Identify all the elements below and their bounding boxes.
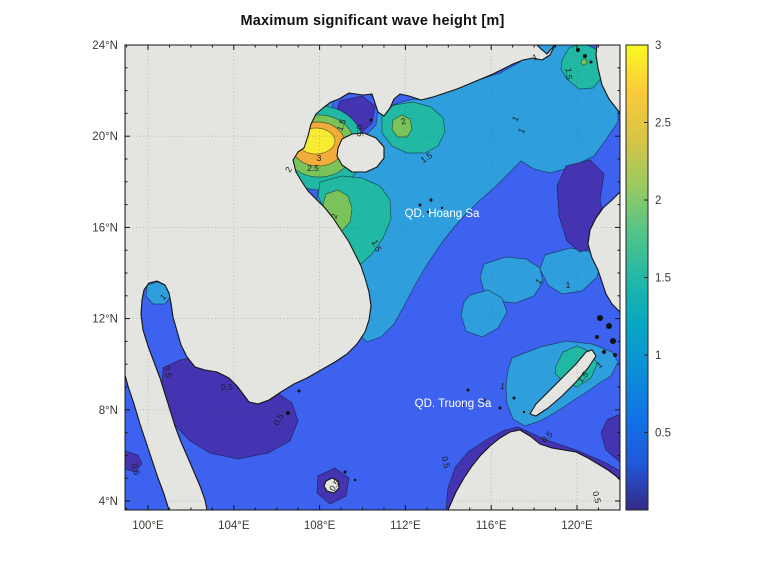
land-polygon (323, 477, 340, 494)
island-dot (595, 335, 599, 339)
tick-label-x: 120°E (561, 520, 593, 532)
tick-label-x: 104°E (218, 520, 250, 532)
island-dot (597, 315, 603, 321)
tick-label-y: 12°N (92, 314, 118, 326)
contour-band-b15 (479, 256, 544, 304)
colorbar-tick-label: 3 (655, 40, 661, 52)
contour-band-b25 (580, 58, 588, 66)
island-dot (583, 54, 587, 58)
tick-label-y: 20°N (92, 131, 118, 143)
contour-label: 1 (510, 114, 521, 123)
island-dot (606, 323, 612, 329)
island-dot (482, 398, 486, 402)
contour-label: 1 (533, 276, 544, 286)
contour-label: 1.5 (334, 117, 348, 132)
island-dot (512, 396, 516, 400)
chart-title: Maximum significant wave height [m] (240, 13, 505, 29)
land-polygon (529, 349, 597, 417)
contour-label: 2.5 (307, 163, 319, 173)
contour-band-b25 (391, 114, 413, 138)
tick-label-x: 116°E (476, 520, 507, 532)
island-dot (613, 353, 617, 357)
tick-label-x: 100°E (132, 520, 164, 532)
contour-band-b05 (125, 450, 143, 473)
contour-label: 0.5 (440, 455, 453, 469)
tick-label-x: 112°E (390, 520, 421, 532)
island-dot (522, 410, 526, 414)
land-polygon (447, 429, 620, 510)
contour-label: 0.5 (591, 490, 604, 504)
island-dot (286, 411, 290, 415)
tick-label-y: 24°N (92, 40, 118, 52)
island-dot (353, 478, 357, 482)
place-label: QD. Hoang Sa (405, 208, 480, 220)
tick-label-y: 8°N (99, 405, 118, 417)
contour-label: 0.5 (162, 365, 174, 379)
tick-label-y: 4°N (99, 496, 118, 508)
colorbar-tick-label: 2 (655, 195, 661, 207)
contour-label: 1.5 (563, 67, 574, 80)
tick-layer (125, 44, 620, 510)
island-dot (429, 198, 433, 202)
island-dot (498, 406, 502, 410)
land-polygon (587, 191, 620, 313)
colorbar-tick-label: 0.5 (655, 428, 671, 440)
contour-label: 1 (566, 280, 571, 290)
island-dot (297, 389, 301, 393)
contour-label: 3 (317, 153, 322, 163)
contour-band-b15 (460, 289, 508, 338)
contour-band-b20 (381, 101, 446, 154)
contour-label: 0.5 (130, 462, 143, 476)
contour-label: 2 (283, 165, 294, 174)
island-dot (589, 60, 593, 64)
island-dot (610, 338, 616, 344)
axis-box (124, 44, 621, 511)
contour-label: 1.5 (370, 238, 384, 253)
island-dot (369, 118, 373, 122)
island-dot (602, 350, 606, 354)
island-dot (440, 206, 444, 210)
colorbar-tick-label: 1 (655, 350, 661, 362)
contour-label: 1 (516, 126, 527, 135)
colorbar-tick-label: 1.5 (655, 273, 671, 285)
colorbar-tick-label: 2.5 (655, 118, 671, 130)
contour-label: 1 (499, 381, 506, 392)
map-layer (125, 45, 620, 510)
tick-label-y: 16°N (92, 222, 118, 234)
tick-label-x: 108°E (304, 520, 336, 532)
contour-band-b05 (600, 413, 620, 463)
contour-label: 2 (400, 116, 407, 127)
land-polygon (336, 132, 385, 173)
contour-label: 0.5 (221, 382, 233, 392)
contour-label: 1 (158, 291, 169, 302)
island-dot (461, 403, 465, 407)
place-label: QD. Truong Sa (415, 398, 492, 410)
island-dot (466, 388, 470, 392)
island-dot (426, 210, 430, 214)
land-polygon (595, 45, 620, 114)
island-dot (418, 203, 422, 207)
island-dot (343, 470, 347, 474)
contour-label: 1 (594, 359, 604, 370)
land-polygon (125, 45, 556, 510)
contour-label: 0.5 (354, 124, 365, 137)
contour-label: 2 (329, 212, 340, 220)
contour-label: 1 (531, 52, 539, 63)
